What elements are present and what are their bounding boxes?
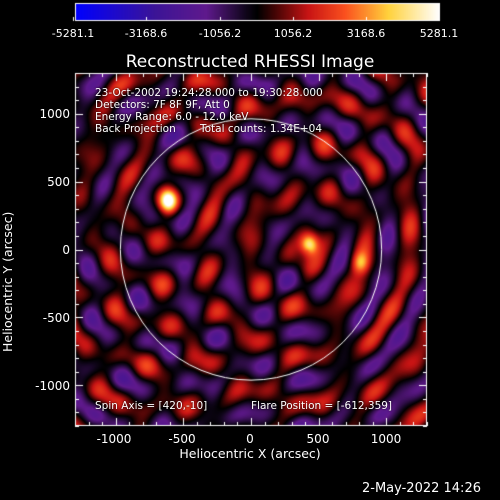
y-tick-label: 0	[62, 243, 70, 257]
detectors-text: Detectors: 7F 8F 9F, Att 0	[95, 99, 230, 111]
x-axis-label: Heliocentric X (arcsec)	[179, 446, 321, 461]
y-axis-label: Heliocentric Y (arcsec)	[0, 211, 15, 352]
plot-timestamp: 2-May-2022 14:26	[362, 481, 481, 496]
x-tick-label: 0	[246, 432, 254, 446]
colorbar-tick-label: -5281.1	[51, 27, 95, 40]
colorbar-tick-label: 5281.1	[419, 27, 459, 40]
y-tick-label: -500	[42, 311, 70, 325]
method-text: Back Projection	[95, 123, 176, 135]
colorbar-tick-label: 3168.6	[346, 27, 386, 40]
x-tick-label: 500	[306, 432, 330, 446]
energy-range-text: Energy Range: 6.0 - 12.0 keV	[95, 111, 249, 123]
colorbar-tick-label: 1056.2	[273, 27, 313, 40]
x-tick-label: -1000	[96, 432, 132, 446]
colorbar-tick-label: -1056.2	[198, 27, 242, 40]
x-tick-label: 1000	[370, 432, 402, 446]
y-tick-label: 500	[47, 175, 70, 189]
colorbar-tick-label: -3168.6	[124, 27, 168, 40]
flare-position-text: Flare Position = [-612,359]	[251, 400, 393, 412]
y-tick-label: 1000	[39, 107, 70, 121]
x-tick-label: -500	[168, 432, 196, 446]
y-tick-label: -1000	[35, 379, 70, 393]
spin-axis-text: Spin Axis = [420,-10]	[95, 400, 208, 412]
plot-title: Reconstructed RHESSI Image	[125, 52, 375, 72]
time-range-text: 23-Oct-2002 19:24:28.000 to 19:30:28.000	[95, 87, 323, 99]
total-counts-text: Total counts: 1.34E+04	[200, 123, 323, 135]
